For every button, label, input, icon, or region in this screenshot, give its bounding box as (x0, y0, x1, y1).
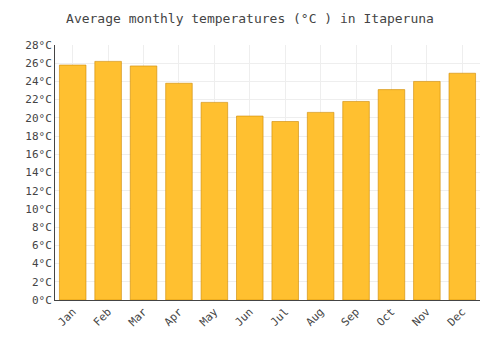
svg-text:6°C: 6°C (32, 239, 52, 252)
svg-text:12°C: 12°C (25, 185, 52, 198)
svg-text:Mar: Mar (126, 305, 150, 329)
svg-text:4°C: 4°C (32, 257, 52, 270)
svg-text:May: May (197, 305, 221, 329)
svg-text:16°C: 16°C (25, 148, 52, 161)
svg-text:Nov: Nov (410, 305, 434, 329)
svg-text:20°C: 20°C (25, 112, 52, 125)
svg-text:8°C: 8°C (32, 221, 52, 234)
svg-text:Jun: Jun (233, 306, 256, 329)
svg-text:18°C: 18°C (25, 130, 52, 143)
svg-text:Average monthly temperatures (: Average monthly temperatures (°C ) in It… (66, 11, 434, 26)
svg-text:26°C: 26°C (25, 57, 52, 70)
svg-text:28°C: 28°C (25, 39, 52, 52)
svg-text:22°C: 22°C (25, 93, 52, 106)
svg-text:Jan: Jan (55, 306, 78, 329)
svg-text:Dec: Dec (445, 306, 468, 329)
svg-text:Aug: Aug (303, 306, 326, 329)
svg-text:Oct: Oct (374, 306, 397, 329)
svg-text:Sep: Sep (339, 306, 362, 329)
svg-text:0°C: 0°C (32, 294, 52, 307)
svg-text:24°C: 24°C (25, 75, 52, 88)
svg-text:10°C: 10°C (25, 203, 52, 216)
svg-text:Jul: Jul (268, 306, 291, 329)
svg-text:14°C: 14°C (25, 166, 52, 179)
svg-text:Apr: Apr (162, 305, 186, 329)
svg-text:Feb: Feb (91, 306, 114, 329)
svg-text:2°C: 2°C (32, 276, 52, 289)
